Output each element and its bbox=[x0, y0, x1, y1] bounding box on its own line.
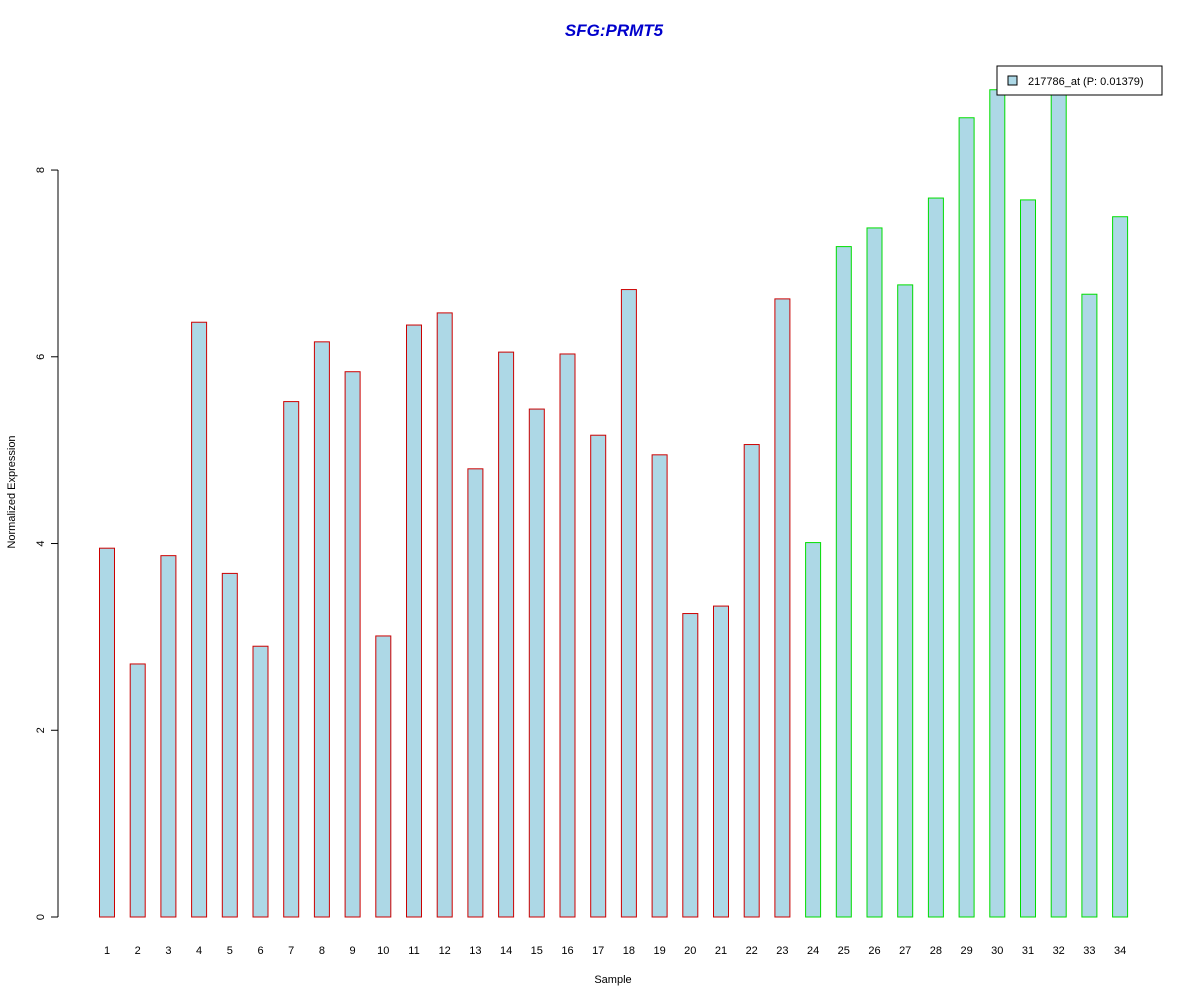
x-tick-label: 1 bbox=[104, 945, 110, 957]
x-tick-label: 3 bbox=[165, 945, 171, 957]
x-tick-label: 32 bbox=[1053, 945, 1065, 957]
y-tick-label: 8 bbox=[35, 167, 47, 173]
x-tick-label: 23 bbox=[776, 945, 788, 957]
x-tick-label: 15 bbox=[531, 945, 543, 957]
legend: 217786_at (P: 0.01379) bbox=[996, 65, 1163, 96]
bar-sample-7 bbox=[283, 401, 300, 918]
x-tick-label: 31 bbox=[1022, 945, 1034, 957]
bar-sample-23 bbox=[774, 298, 791, 918]
x-tick-label: 20 bbox=[684, 945, 696, 957]
bar-sample-24 bbox=[805, 542, 822, 918]
bar-sample-21 bbox=[713, 605, 729, 918]
x-tick-label: 17 bbox=[592, 945, 604, 957]
x-tick-label: 26 bbox=[868, 945, 880, 957]
bar-sample-16 bbox=[559, 353, 576, 918]
bar-sample-31 bbox=[1020, 199, 1036, 918]
bar-sample-22 bbox=[743, 444, 760, 918]
legend-swatch bbox=[1007, 75, 1018, 86]
x-tick-label: 28 bbox=[930, 945, 942, 957]
x-tick-label: 21 bbox=[715, 945, 727, 957]
x-tick-label: 2 bbox=[135, 945, 141, 957]
bar-sample-28 bbox=[927, 197, 944, 918]
bar-sample-1 bbox=[99, 547, 115, 918]
x-tick-label: 29 bbox=[960, 945, 972, 957]
x-tick-label: 13 bbox=[469, 945, 481, 957]
y-tick-label: 2 bbox=[35, 727, 47, 733]
x-tick-label: 14 bbox=[500, 945, 512, 957]
bars bbox=[99, 67, 1129, 918]
x-axis-tick-labels: 1 2 3 4 5 6 7 8 9 10 11 12 13 14 15 16 17 18 19 20 21 22 23 24 2… bbox=[104, 945, 1126, 957]
bar-sample-33 bbox=[1081, 293, 1098, 918]
x-tick-label: 19 bbox=[653, 945, 665, 957]
x-tick-label: 9 bbox=[350, 945, 356, 957]
bar-sample-32 bbox=[1050, 67, 1067, 918]
bar-sample-27 bbox=[897, 284, 914, 918]
x-tick-label: 22 bbox=[746, 945, 758, 957]
x-tick-label: 6 bbox=[257, 945, 263, 957]
bar-sample-26 bbox=[866, 227, 883, 918]
bar-sample-17 bbox=[590, 434, 607, 918]
bar-sample-9 bbox=[344, 371, 361, 918]
x-tick-label: 24 bbox=[807, 945, 819, 957]
x-tick-label: 16 bbox=[561, 945, 573, 957]
bar-sample-13 bbox=[467, 468, 484, 918]
x-tick-label: 7 bbox=[288, 945, 294, 957]
chart-title: SFG:PRMT5 bbox=[565, 21, 664, 40]
y-tick-label: 6 bbox=[35, 354, 47, 360]
x-tick-label: 18 bbox=[623, 945, 635, 957]
x-tick-label: 10 bbox=[377, 945, 389, 957]
x-axis-label: Sample bbox=[594, 974, 631, 986]
bar-sample-8 bbox=[313, 341, 330, 918]
bar-sample-34 bbox=[1112, 216, 1129, 918]
bar-sample-4 bbox=[191, 321, 208, 918]
x-tick-label: 12 bbox=[439, 945, 451, 957]
bar-sample-25 bbox=[835, 246, 852, 918]
y-tick-label: 4 bbox=[35, 540, 47, 546]
bar-sample-12 bbox=[436, 312, 453, 918]
y-tick-label: 0 bbox=[35, 914, 47, 920]
bar-sample-30 bbox=[989, 89, 1006, 918]
bar-sample-5 bbox=[221, 572, 238, 918]
y-axis: 0 2 4 6 8 bbox=[35, 167, 59, 920]
bar-sample-10 bbox=[375, 635, 392, 918]
legend-label: 217786_at (P: 0.01379) bbox=[1028, 76, 1144, 88]
bar-sample-15 bbox=[528, 408, 545, 918]
bar-sample-2 bbox=[129, 663, 146, 918]
x-tick-label: 33 bbox=[1083, 945, 1095, 957]
x-tick-label: 34 bbox=[1114, 945, 1126, 957]
y-axis-label: Normalized Expression bbox=[6, 435, 18, 548]
bar-sample-20 bbox=[682, 613, 699, 918]
legend-box bbox=[996, 65, 1163, 96]
bar-sample-6 bbox=[252, 645, 269, 918]
bar-sample-18 bbox=[620, 289, 637, 918]
x-tick-label: 5 bbox=[227, 945, 233, 957]
bar-sample-19 bbox=[651, 454, 668, 918]
x-tick-label: 27 bbox=[899, 945, 911, 957]
x-tick-label: 30 bbox=[991, 945, 1003, 957]
x-tick-label: 4 bbox=[196, 945, 202, 957]
bar-sample-14 bbox=[498, 351, 515, 918]
x-tick-label: 11 bbox=[408, 945, 419, 957]
x-tick-label: 25 bbox=[838, 945, 850, 957]
bar-sample-3 bbox=[160, 555, 177, 918]
bar-sample-11 bbox=[406, 324, 422, 918]
x-tick-label: 8 bbox=[319, 945, 325, 957]
bar-sample-29 bbox=[958, 117, 975, 918]
